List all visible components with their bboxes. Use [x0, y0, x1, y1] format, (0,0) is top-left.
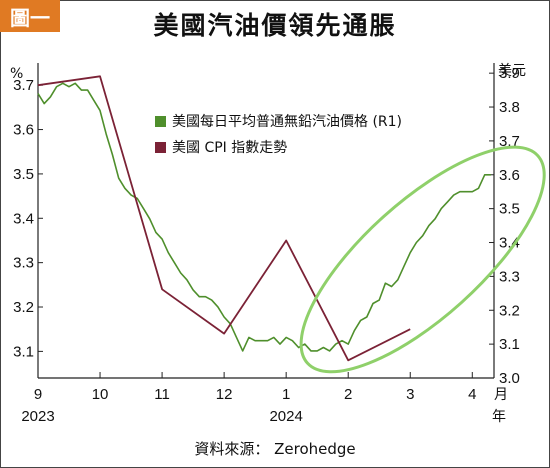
x-year-label: 2024	[269, 408, 302, 425]
chart-title: 美國汽油價領先通脹	[153, 11, 397, 40]
x-tick-label: 12	[216, 386, 233, 403]
source-note: 資料來源： Zerohedge	[194, 440, 356, 458]
x-tick-label: 1	[282, 386, 290, 403]
x-tick-label: 3	[406, 386, 414, 403]
plot-area	[37, 75, 546, 374]
legend: 美國每日平均普通無鉛汽油價格 (R1) 美國 CPI 指數走勢	[155, 113, 402, 156]
left-tick-label: 3.3	[13, 255, 34, 272]
highlight-ellipse	[299, 145, 546, 374]
x-tick-label: 9	[34, 386, 42, 403]
left-tick-label: 3.6	[13, 122, 34, 139]
legend-label: 美國 CPI 指數走勢	[172, 140, 287, 156]
right-tick-label: 3.1	[499, 336, 520, 353]
right-tick-label: 3.8	[499, 99, 520, 116]
left-axis-ticks: 3.1 3.2 3.3 3.4 3.5 3.6 3.7	[13, 77, 43, 360]
legend-swatch	[155, 142, 166, 153]
right-axis-unit: 美元	[498, 63, 526, 79]
x-tick-label: 11	[154, 386, 170, 403]
right-tick-label: 3.5	[499, 201, 520, 218]
figure-badge: 圖一	[0, 0, 60, 32]
x-axis-unit-year: 年	[492, 409, 506, 425]
cpi-line	[37, 75, 411, 362]
x-tick-label: 2	[344, 386, 352, 403]
right-tick-label: 3.3	[499, 268, 520, 285]
legend-swatch	[155, 116, 166, 127]
x-tick-label: 10	[92, 386, 109, 403]
left-tick-label: 3.2	[13, 299, 34, 316]
right-tick-label: 3.6	[499, 167, 520, 184]
gasoline-price-line	[37, 82, 491, 352]
chart-axes	[37, 63, 495, 379]
left-tick-label: 3.4	[13, 210, 34, 227]
x-year-label: 2023	[21, 408, 54, 425]
x-tick-label: 4	[468, 386, 476, 403]
right-tick-label: 3.9	[499, 65, 520, 82]
left-tick-label: 3.1	[13, 343, 34, 360]
legend-label: 美國每日平均普通無鉛汽油價格 (R1)	[172, 113, 402, 130]
x-axis-unit-month: 月	[494, 387, 508, 403]
left-axis-unit: %	[10, 66, 23, 82]
left-tick-label: 3.5	[13, 166, 34, 183]
right-tick-label: 3.2	[499, 302, 520, 319]
right-tick-label: 3.0	[499, 370, 520, 387]
right-tick-label: 3.4	[499, 235, 520, 252]
left-tick-label: 3.7	[13, 77, 34, 94]
